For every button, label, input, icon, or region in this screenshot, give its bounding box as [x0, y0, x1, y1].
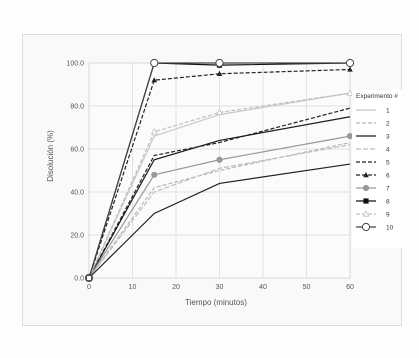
y-tick-label: 80.0 — [70, 104, 84, 111]
y-tick-label: 100.0 — [66, 61, 84, 68]
x-tick-label: 20 — [172, 284, 180, 291]
grid — [88, 62, 351, 279]
series-line-10 — [88, 62, 350, 279]
data-point-9 — [150, 127, 158, 135]
data-point-7 — [346, 133, 354, 140]
data-point-6 — [216, 70, 223, 76]
legend-label: 2 — [386, 121, 390, 128]
series-line-5 — [88, 107, 351, 279]
x-tick-label: 10 — [129, 284, 137, 291]
legend-box — [352, 90, 402, 248]
data-point-7 — [151, 171, 158, 178]
y-tick-label: 20.0 — [70, 233, 84, 240]
series-line-9 — [88, 92, 351, 279]
data-point-10 — [150, 58, 159, 68]
legend-marker — [363, 198, 369, 204]
series-line-3 — [88, 116, 351, 279]
series-line-1 — [88, 92, 351, 279]
series-line-unlabeled — [88, 163, 351, 279]
legend-label: 10 — [386, 225, 394, 232]
y-tick-label: 40.0 — [70, 190, 84, 197]
data-point-6 — [347, 66, 353, 72]
series-markers — [84, 58, 355, 283]
legend-marker — [361, 222, 371, 232]
legend-label: 1 — [386, 108, 390, 115]
legend-label: 7 — [386, 186, 390, 193]
data-point-10 — [345, 58, 355, 68]
legend-label: 8 — [386, 199, 390, 206]
series-lines — [88, 62, 351, 279]
data-point-9 — [346, 89, 354, 96]
legend-label: 6 — [386, 173, 390, 180]
series-line-2 — [88, 141, 351, 279]
legend-label: 3 — [386, 134, 390, 141]
data-point-9 — [216, 108, 223, 116]
data-point-10 — [215, 58, 224, 68]
series-line-6 — [88, 68, 351, 279]
x-tick-label: 0 — [87, 284, 91, 291]
y-tick-label: 0.0 — [74, 276, 84, 283]
data-point-6 — [151, 77, 158, 83]
x-tick-label: 40 — [259, 284, 267, 291]
legend-marker — [362, 210, 370, 217]
legend-marker — [363, 172, 369, 178]
y-axis-title: Disolución (%) — [46, 130, 55, 182]
axes: 0.0 20.0 40.0 60.0 80.0 100.0 0 10 20 30 40 50 60 — [66, 61, 354, 292]
legend: Experimento # 1 2 3 4 5 6 7 8 9 10 — [352, 90, 402, 248]
origin-point — [86, 275, 92, 281]
legend-title: Experimento # — [356, 93, 398, 100]
x-tick-label: 60 — [346, 284, 354, 291]
legend-label: 5 — [386, 160, 390, 167]
data-point-7 — [216, 156, 223, 163]
legend-marker — [362, 184, 370, 192]
legend-label: 4 — [386, 147, 390, 154]
x-axis-title: Tiempo (minutos) — [185, 298, 247, 307]
x-tick-label: 50 — [303, 284, 311, 291]
y-tick-label: 60.0 — [70, 147, 84, 154]
series-line-7 — [88, 135, 351, 279]
legend-label: 9 — [386, 212, 390, 219]
series-line-4 — [88, 144, 351, 279]
x-tick-label: 30 — [216, 284, 224, 291]
